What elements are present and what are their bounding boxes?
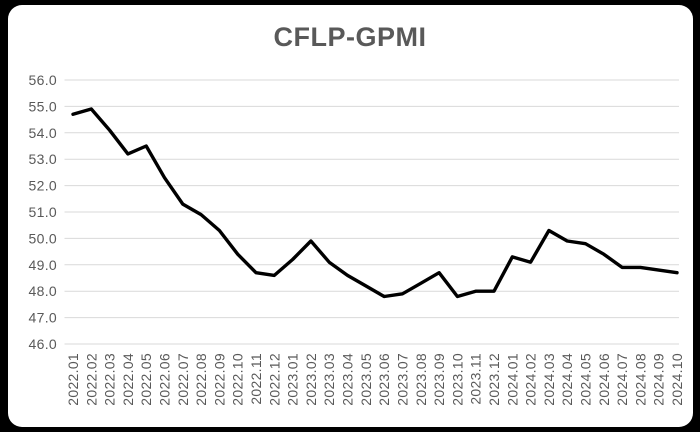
- y-axis-tick-label: 52.0: [29, 178, 57, 194]
- y-axis-tick-label: 53.0: [29, 151, 57, 167]
- y-axis-tick-label: 47.0: [29, 310, 57, 326]
- y-axis-tick-label: 54.0: [29, 125, 57, 141]
- y-axis-tick-label: 48.0: [29, 283, 57, 299]
- x-axis-tick-label: 2022.03: [102, 353, 118, 406]
- x-axis-tick-label: 2023.04: [340, 353, 356, 406]
- x-axis-tick-label: 2022.02: [83, 353, 99, 406]
- x-axis-tick-label: 2023.03: [321, 353, 337, 406]
- x-axis-tick-label: 2024.01: [504, 353, 520, 406]
- chart-panel: [8, 5, 693, 427]
- y-axis-tick-label: 46.0: [29, 336, 57, 352]
- x-axis-tick-label: 2024.07: [614, 353, 630, 406]
- y-axis-tick-label: 56.0: [29, 72, 57, 88]
- y-axis-tick-label: 55.0: [29, 98, 57, 114]
- x-axis-tick-label: 2023.08: [413, 353, 429, 406]
- x-axis-tick-label: 2024.08: [632, 353, 648, 406]
- x-axis-tick-label: 2022.09: [211, 353, 227, 406]
- x-axis-tick-label: 2023.09: [431, 353, 447, 406]
- x-axis-tick-label: 2023.07: [394, 353, 410, 406]
- x-axis-tick-label: 2024.10: [669, 353, 685, 406]
- x-axis-tick-label: 2023.12: [486, 353, 502, 406]
- x-axis-tick-label: 2022.10: [230, 353, 246, 406]
- x-axis-tick-label: 2024.09: [651, 353, 667, 406]
- x-axis-tick-label: 2022.11: [248, 353, 264, 405]
- x-axis-tick-label: 2024.02: [523, 353, 539, 406]
- x-axis-tick-label: 2022.05: [138, 353, 154, 406]
- x-axis-tick-label: 2023.06: [376, 353, 392, 406]
- x-axis-tick-label: 2022.12: [266, 353, 282, 406]
- y-axis-tick-label: 50.0: [29, 230, 57, 246]
- x-axis-tick-label: 2024.04: [559, 353, 575, 406]
- x-axis-tick-label: 2022.07: [175, 353, 191, 406]
- y-axis-tick-label: 49.0: [29, 257, 57, 273]
- x-axis-tick-label: 2024.06: [596, 353, 612, 406]
- x-axis-tick-label: 2023.01: [285, 353, 301, 406]
- x-axis-tick-label: 2022.06: [157, 353, 173, 406]
- x-axis-tick-label: 2022.04: [120, 353, 136, 406]
- x-axis-tick-label: 2022.08: [193, 353, 209, 406]
- x-axis-tick-label: 2024.05: [577, 353, 593, 406]
- x-axis-tick-label: 2024.03: [541, 353, 557, 406]
- x-axis-tick-label: 2023.05: [358, 353, 374, 406]
- y-axis-tick-label: 51.0: [29, 204, 57, 220]
- x-axis-tick-label: 2023.10: [449, 353, 465, 406]
- chart-title: CFLP-GPMI: [273, 22, 427, 52]
- series-line: [71, 107, 679, 299]
- x-axis-tick-label: 2022.01: [65, 353, 81, 406]
- x-axis-tick-label: 2023.11: [468, 353, 484, 405]
- x-axis-tick-label: 2023.02: [303, 353, 319, 406]
